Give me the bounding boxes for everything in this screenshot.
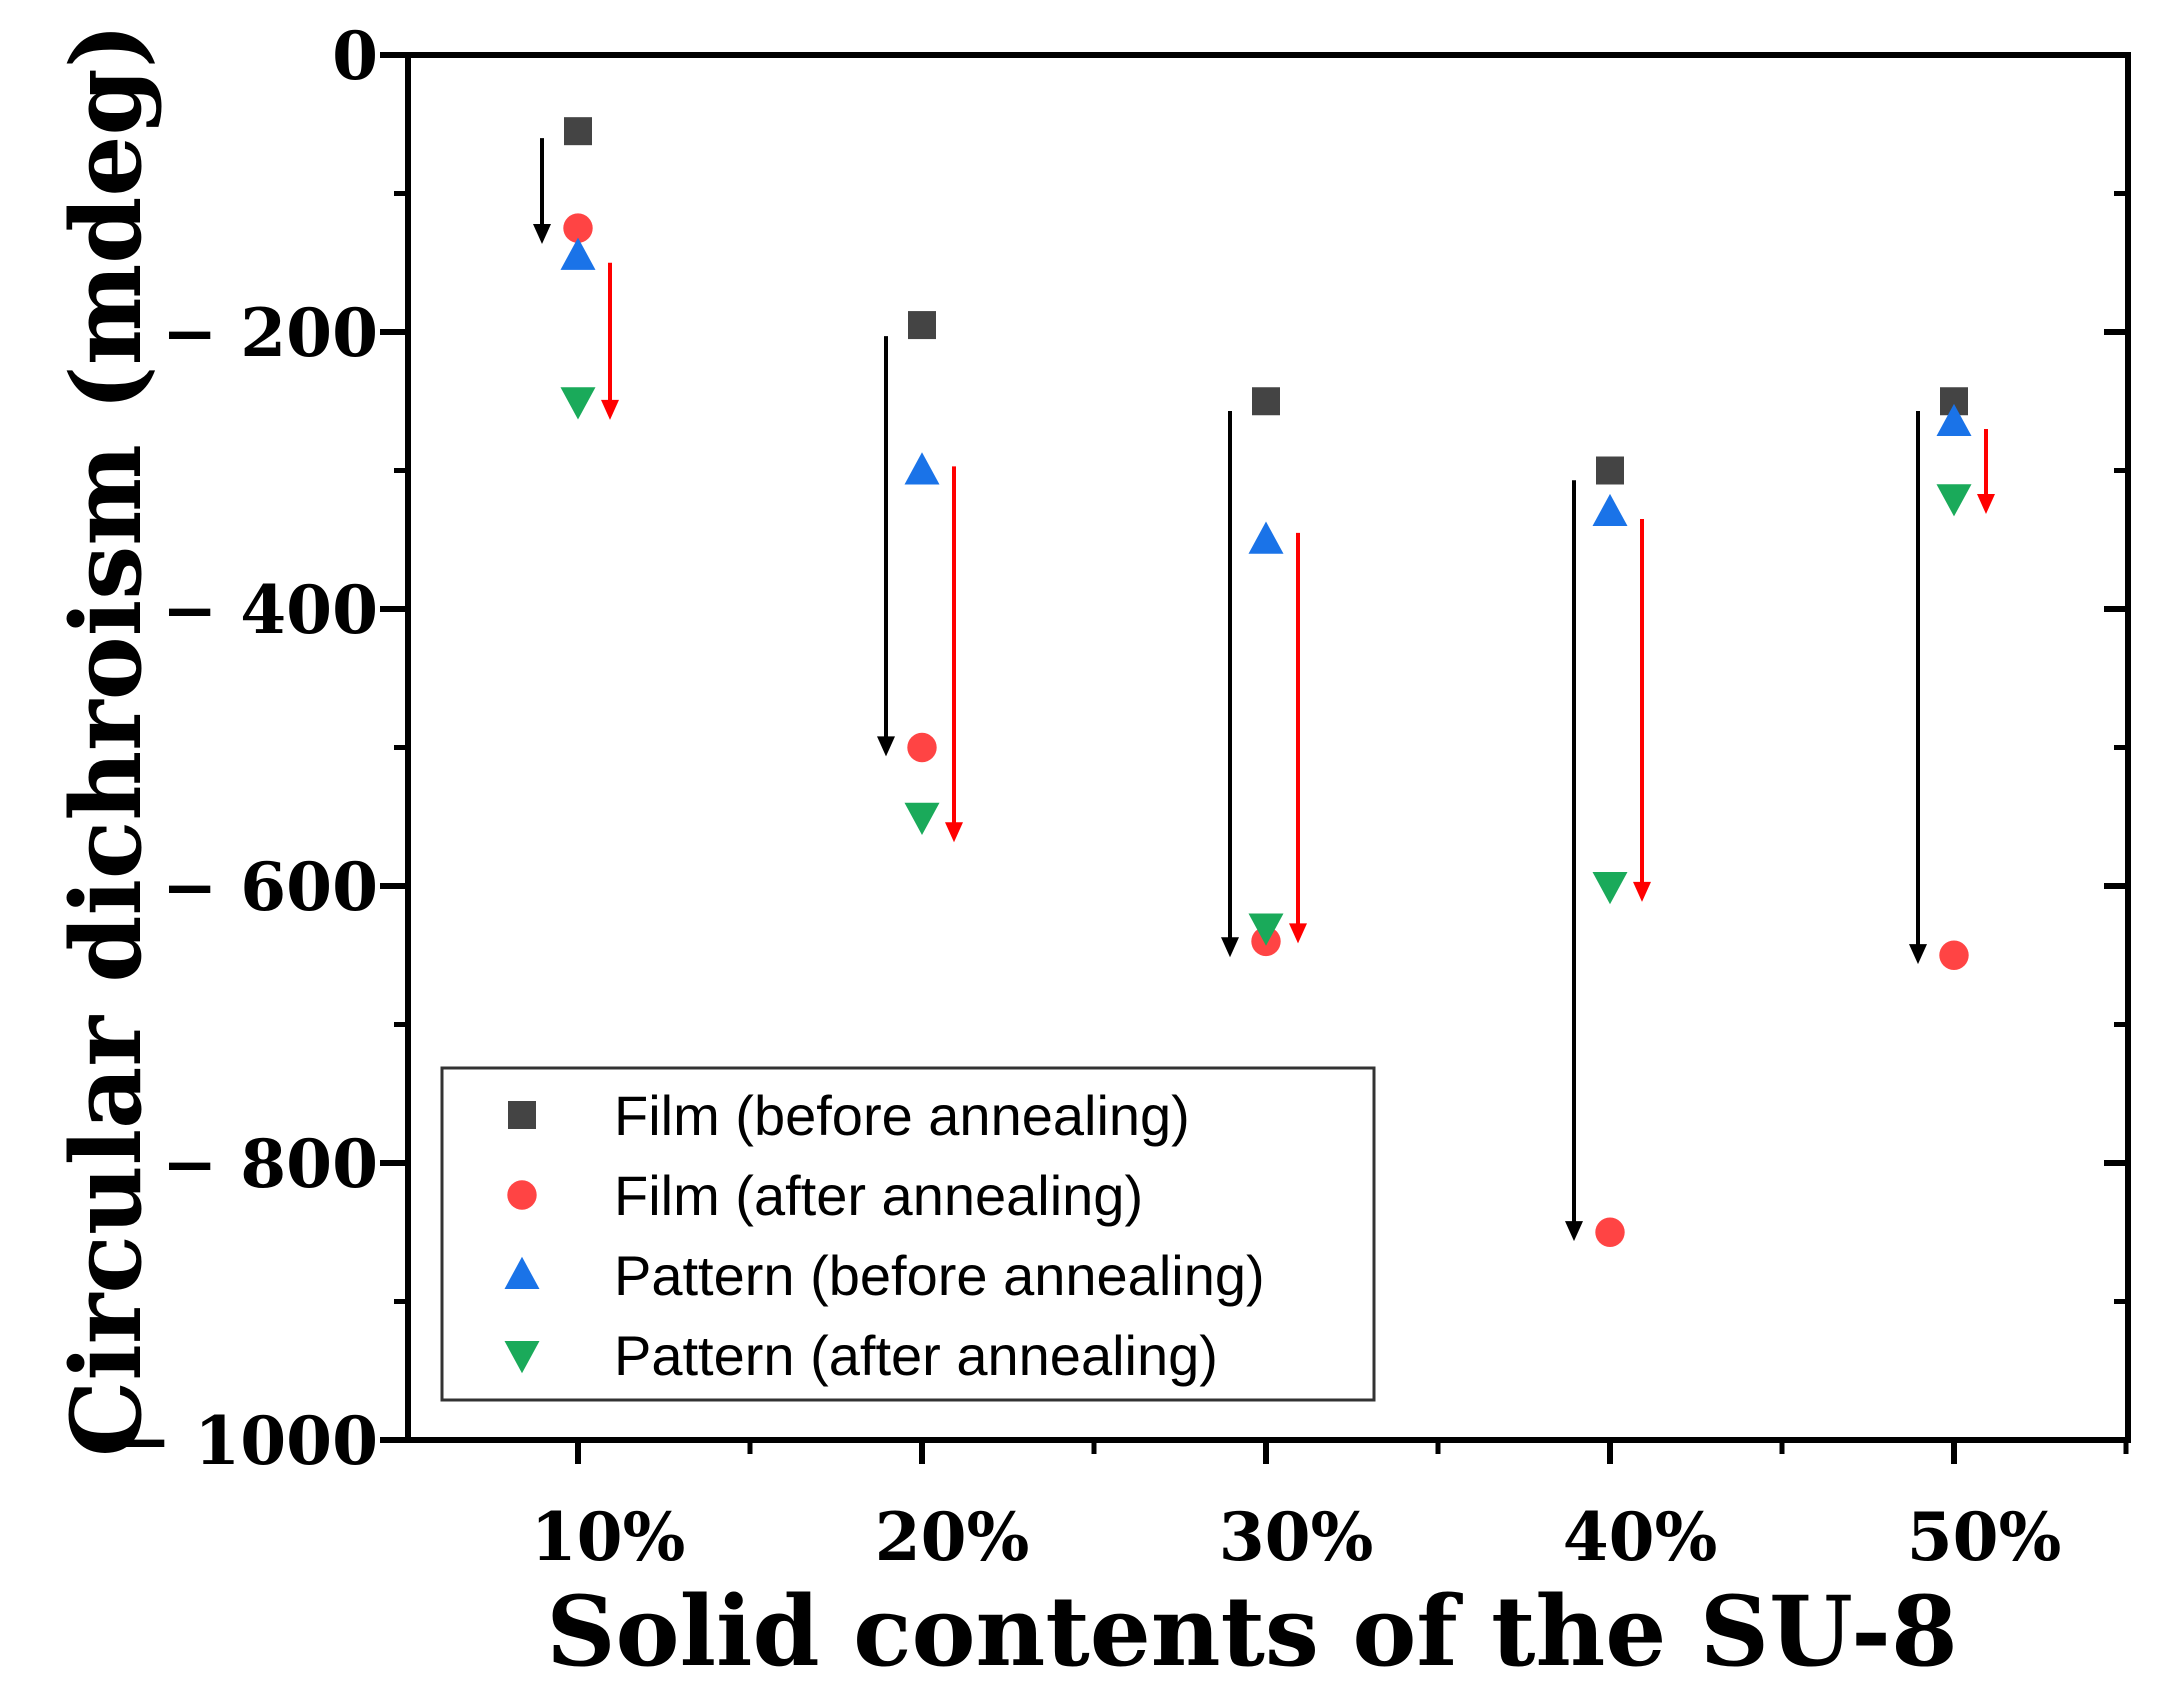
arrow-head <box>1633 881 1651 902</box>
series-triangle-up <box>560 237 1972 554</box>
data-point <box>904 802 940 835</box>
data-point <box>1592 493 1628 527</box>
legend: Film (before annealing) Film (after annea… <box>440 1066 1376 1402</box>
annotation-arrow <box>1633 518 1651 902</box>
y-tick-label: − 800 <box>162 1125 378 1203</box>
legend-entry: Pattern (before annealing) <box>504 1244 1265 1307</box>
x-axis-title: Solid contents of the SU-8 <box>546 1575 1958 1688</box>
legend-entry: Film (before annealing) <box>508 1084 1190 1147</box>
series-triangle-down <box>560 387 1972 946</box>
annotation-arrow <box>1565 480 1583 1242</box>
data-point <box>1252 387 1280 416</box>
x-tick-label: 30% <box>1219 1498 1374 1576</box>
arrow-head <box>1289 923 1307 944</box>
arrow-head <box>601 399 619 420</box>
legend-label: Pattern (after annealing) <box>614 1324 1218 1387</box>
annotation-arrow <box>1977 428 1995 515</box>
data-point <box>1936 403 1972 437</box>
data-point <box>907 732 937 763</box>
data-point <box>1595 1217 1625 1247</box>
y-axis-title: Circular dichroism (mdeg) <box>50 23 163 1457</box>
arrow-head <box>1977 494 1995 515</box>
arrow-head <box>1565 1221 1583 1242</box>
arrow-head <box>1909 944 1927 965</box>
data-point <box>1248 913 1284 946</box>
data-point <box>1936 484 1972 517</box>
data-point <box>1248 521 1284 554</box>
arrow-head <box>945 822 963 843</box>
y-axis: 0 − 200 − 400 − 600 − 800 − 1000 <box>116 17 2128 1480</box>
data-point <box>560 387 596 420</box>
data-point <box>1592 872 1628 905</box>
annotation-arrow <box>1289 532 1307 944</box>
y-tick-label: − 600 <box>162 848 378 926</box>
arrow-head <box>877 736 895 757</box>
arrow-head <box>1221 937 1239 958</box>
data-point <box>904 452 940 485</box>
legend-label: Pattern (before annealing) <box>614 1244 1265 1307</box>
legend-entry: Film (after annealing) <box>507 1164 1143 1227</box>
legend-marker <box>504 1256 540 1289</box>
annotation-arrows <box>533 138 1995 1242</box>
x-tick-label: 40% <box>1563 1498 1718 1576</box>
data-point <box>1939 940 1969 970</box>
legend-label: Film (before annealing) <box>614 1084 1190 1147</box>
y-tick-label: − 200 <box>162 294 378 372</box>
y-tick-label: 0 <box>332 17 378 95</box>
annotation-arrow <box>601 262 619 420</box>
x-tick-label: 20% <box>875 1498 1030 1576</box>
annotation-arrow <box>945 466 963 843</box>
annotation-arrow <box>533 138 551 244</box>
series-square <box>564 117 1968 485</box>
y-tick-label: − 1000 <box>116 1402 378 1480</box>
annotation-arrow <box>877 336 895 757</box>
data-point <box>908 311 936 340</box>
data-point <box>560 237 596 270</box>
legend-marker <box>508 1101 536 1129</box>
data-point <box>563 213 593 243</box>
data-point <box>1596 456 1624 485</box>
x-tick-label: 50% <box>1907 1498 2062 1576</box>
x-axis: 10% 20% 30% 40% 50% <box>531 1440 2129 1576</box>
annotation-arrow <box>1221 410 1239 958</box>
y-tick-label: − 400 <box>162 571 378 649</box>
data-point <box>564 117 592 146</box>
legend-entry: Pattern (after annealing) <box>504 1324 1218 1387</box>
arrow-head <box>533 223 551 244</box>
legend-marker <box>507 1180 537 1210</box>
legend-marker <box>504 1341 540 1374</box>
annotation-arrow <box>1909 410 1927 965</box>
data-series <box>560 117 1972 1247</box>
legend-box <box>440 1066 1376 1402</box>
legend-label: Film (after annealing) <box>614 1164 1143 1227</box>
x-tick-label: 10% <box>531 1498 686 1576</box>
